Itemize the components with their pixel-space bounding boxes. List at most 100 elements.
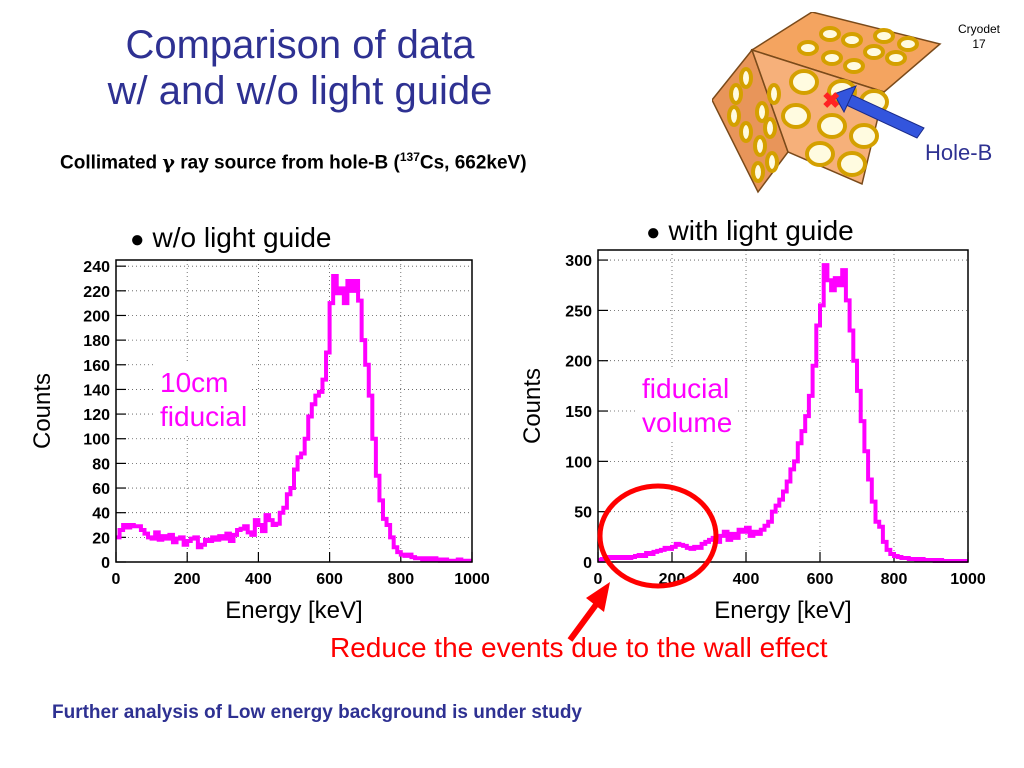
- slide-number-label: Cryodet: [957, 22, 1001, 36]
- arrow-head: [833, 85, 857, 114]
- gamma-symbol: γ: [162, 151, 175, 174]
- x-tick-label: 600: [807, 571, 834, 588]
- x-tick-label: 800: [387, 571, 414, 588]
- pmt-circle: [873, 28, 895, 44]
- x-axis-label: Energy [keV]: [714, 597, 851, 624]
- y-tick-label: 20: [92, 530, 110, 547]
- slide-number: Cryodet 17: [944, 22, 1014, 52]
- pmt-circle: [805, 141, 835, 167]
- x-tick-labels: 0 200 400 600 800 1000: [112, 571, 490, 588]
- plot-frame: [597, 249, 969, 563]
- y-tick-label: 120: [83, 407, 110, 424]
- pmt-circle: [821, 50, 843, 66]
- y-tick-label: 0: [101, 555, 110, 572]
- x-tick-label: 0: [112, 571, 121, 588]
- y-tick-label: 200: [565, 354, 592, 371]
- pmt-circle: [739, 121, 753, 143]
- y-tick-label: 40: [92, 506, 110, 523]
- pmt-circle: [755, 101, 769, 123]
- bullet-icon: ●: [646, 219, 661, 246]
- left-histogram-chart: 0 20 40 60 80 100 120 140 160 180 200 220 240 0 200 40…: [29, 259, 490, 624]
- pmt-circle: [763, 117, 777, 139]
- title-line-1: Comparison of data: [125, 23, 475, 67]
- detector-illustration: ✖: [712, 12, 942, 194]
- title-line-2: w/ and w/o light guide: [107, 69, 493, 113]
- subtitle: Collimated γ ray source from hole-B (137…: [60, 150, 527, 174]
- bullet-icon: ●: [130, 226, 145, 253]
- y-tick-label: 180: [83, 333, 110, 350]
- x-tick-label: 600: [316, 571, 343, 588]
- pmt-circle: [841, 32, 863, 48]
- slide-number-value: 17: [972, 37, 986, 51]
- low-energy-highlight-circle: [597, 483, 719, 589]
- hole-b-label: Hole-B: [925, 140, 993, 165]
- y-tick-label: 50: [574, 505, 592, 522]
- y-tick-labels: 0 50 100 150 200 250 300: [565, 253, 592, 572]
- y-tick-label: 140: [83, 382, 110, 399]
- pmt-circle: [781, 103, 811, 129]
- right-annotation: fiducial volume: [638, 370, 737, 442]
- y-tick-labels: 0 20 40 60 80 100 120 140 160 180 200 220 240: [83, 259, 110, 572]
- y-tick-label: 200: [83, 308, 110, 325]
- pmt-circle: [897, 36, 919, 52]
- x-tick-label: 200: [174, 571, 201, 588]
- pmt-circle: [885, 50, 907, 66]
- y-tick-label: 100: [83, 432, 110, 449]
- y-tick-label: 80: [92, 456, 110, 473]
- wall-effect-note: Reduce the events due to the wall effect: [330, 632, 828, 663]
- y-axis-label: Counts: [519, 368, 546, 444]
- pmt-circle: [751, 161, 765, 183]
- x-tick-label: 0: [594, 571, 603, 588]
- pmt-circle: [765, 151, 779, 173]
- y-tick-label: 240: [83, 259, 110, 276]
- pmt-circle: [729, 83, 743, 105]
- y-axis-label: Counts: [29, 373, 56, 449]
- x-tick-label: 1000: [950, 571, 986, 588]
- x-tick-label: 1000: [454, 571, 490, 588]
- y-tick-label: 100: [565, 454, 592, 471]
- left-panel-title-text: w/o light guide: [152, 222, 332, 253]
- footer-note: Further analysis of Low energy backgroun…: [52, 702, 582, 723]
- grid-lines: [115, 260, 473, 563]
- pmt-circle: [817, 113, 847, 139]
- y-tick-label: 250: [565, 303, 592, 320]
- isotope-mass: 137: [399, 150, 420, 164]
- y-tick-label: 220: [83, 284, 110, 301]
- plot-frame: [115, 259, 473, 563]
- x-tick-label: 400: [245, 571, 272, 588]
- pmt-circle: [849, 123, 879, 149]
- pmt-circle: [843, 58, 865, 74]
- red-pointer-arrow-icon: [567, 582, 610, 642]
- x-tick-label: 800: [881, 571, 908, 588]
- right-annotation-line-2: volume: [642, 407, 733, 438]
- pmt-circle: [753, 135, 767, 157]
- left-annotation: 10cm fiducial: [156, 364, 252, 436]
- pmt-circle: [739, 67, 753, 89]
- slide-title: Comparison of data w/ and w/o light guid…: [40, 22, 560, 114]
- y-tick-label: 300: [565, 253, 592, 270]
- subtitle-mid: ray source from hole-B (: [174, 152, 400, 174]
- y-tick-label: 0: [583, 555, 592, 572]
- right-panel-title: ● with light guide: [646, 215, 854, 247]
- y-tick-label: 150: [565, 404, 592, 421]
- subtitle-pre: Collimated: [60, 152, 163, 174]
- hole-b-marker-icon: ✖: [822, 88, 840, 113]
- left-panel-title: ● w/o light guide: [130, 222, 332, 254]
- x-axis-label: Energy [keV]: [225, 597, 362, 624]
- left-annotation-line-1: 10cm: [160, 367, 229, 398]
- pmt-circle: [819, 26, 841, 42]
- pmt-circle: [789, 69, 819, 95]
- pmt-circle: [863, 44, 885, 60]
- x-tick-label: 400: [733, 571, 760, 588]
- pmt-circle: [767, 83, 781, 105]
- left-annotation-line-2: fiducial: [160, 401, 248, 432]
- right-annotation-line-1: fiducial: [642, 373, 730, 404]
- pmt-circle: [837, 151, 867, 177]
- right-panel-title-text: with light guide: [668, 215, 854, 246]
- y-tick-label: 60: [92, 481, 110, 498]
- pmt-circle: [727, 105, 741, 127]
- histogram-line: [598, 263, 968, 563]
- subtitle-post: Cs, 662keV): [419, 152, 527, 174]
- pmt-circle: [797, 40, 819, 56]
